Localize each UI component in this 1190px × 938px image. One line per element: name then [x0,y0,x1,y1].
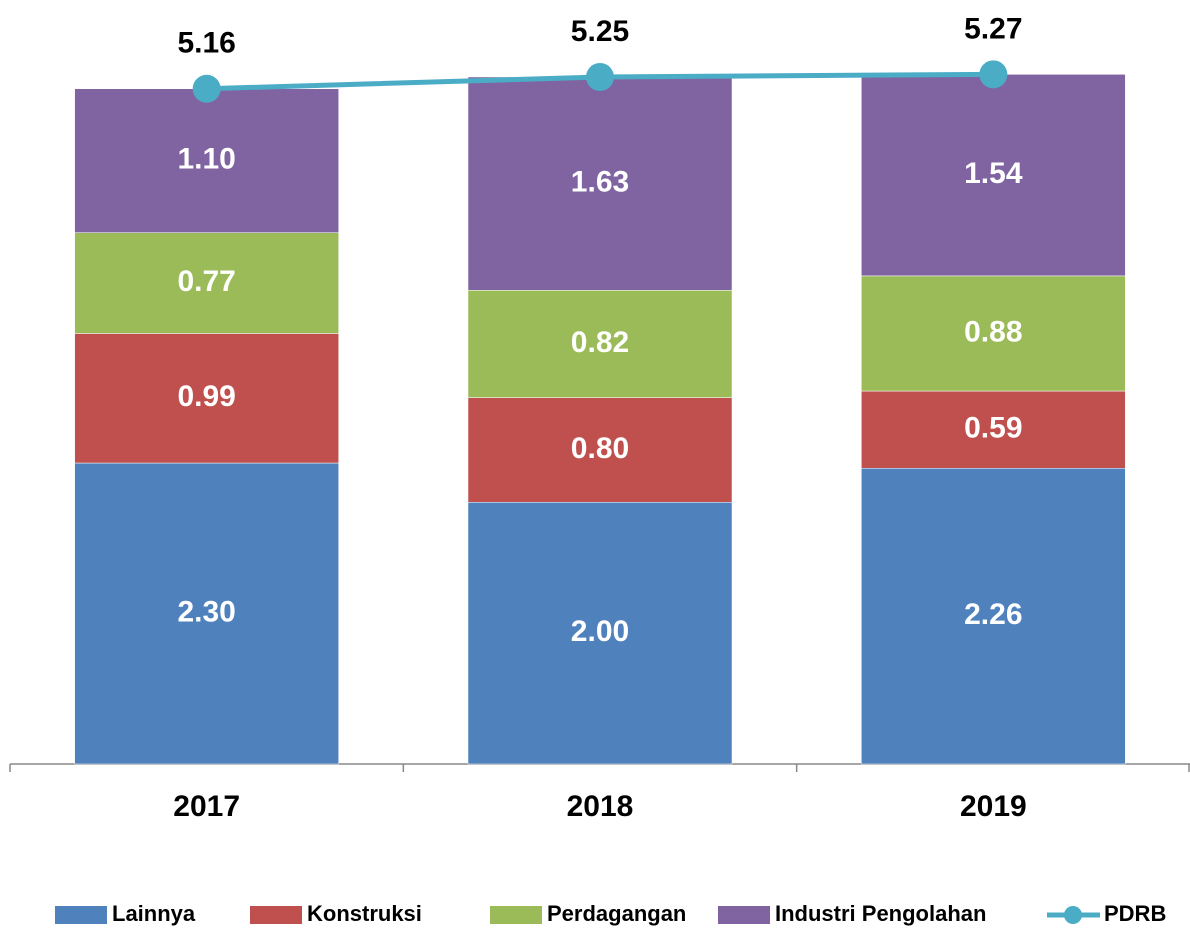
bar-segment [74,462,339,765]
data-label: 0.88 [964,315,1022,348]
data-label: 1.63 [571,166,629,199]
legend-label: Lainnya [112,901,196,926]
line-marker [979,60,1008,89]
bar-segment [861,390,1126,469]
data-label: 5.16 [177,27,235,60]
legend-swatch [250,906,302,924]
legend-swatch [490,906,542,924]
data-label: 5.27 [964,12,1022,45]
data-label: 1.54 [964,157,1023,190]
x-tick-label: 2018 [567,790,634,823]
data-label: 0.59 [964,412,1022,445]
bar-segment [74,232,339,334]
data-label: 5.25 [571,15,629,48]
x-tick-label: 2019 [960,790,1027,823]
bar-segment [74,333,339,464]
bar-segment [467,502,733,765]
bar-segment [74,88,339,233]
x-tick-label: 2017 [173,790,240,823]
bar-segment [861,468,1126,765]
legend-swatch [1064,906,1082,924]
bar-segment [467,76,733,291]
data-label: 2.00 [571,615,629,648]
data-label: 2.30 [177,595,235,628]
data-label: 2.26 [964,598,1022,631]
bar-segment [467,290,733,398]
bar-segment [467,397,733,503]
bar-segment [861,275,1126,392]
legend-label: PDRB [1104,901,1166,926]
legend-swatch [55,906,107,924]
data-label: 0.99 [177,380,235,413]
data-label: 0.80 [571,432,629,465]
bar-segment [861,74,1126,277]
data-label: 1.10 [177,143,235,176]
line-marker [586,62,614,91]
legend-label: Perdagangan [547,901,686,926]
line-marker [192,74,221,103]
data-label: 0.77 [177,265,235,298]
legend-swatch [718,906,770,924]
legend-label: Industri Pengolahan [775,901,986,926]
legend-label: Konstruksi [307,901,422,926]
data-label: 0.82 [571,326,629,359]
